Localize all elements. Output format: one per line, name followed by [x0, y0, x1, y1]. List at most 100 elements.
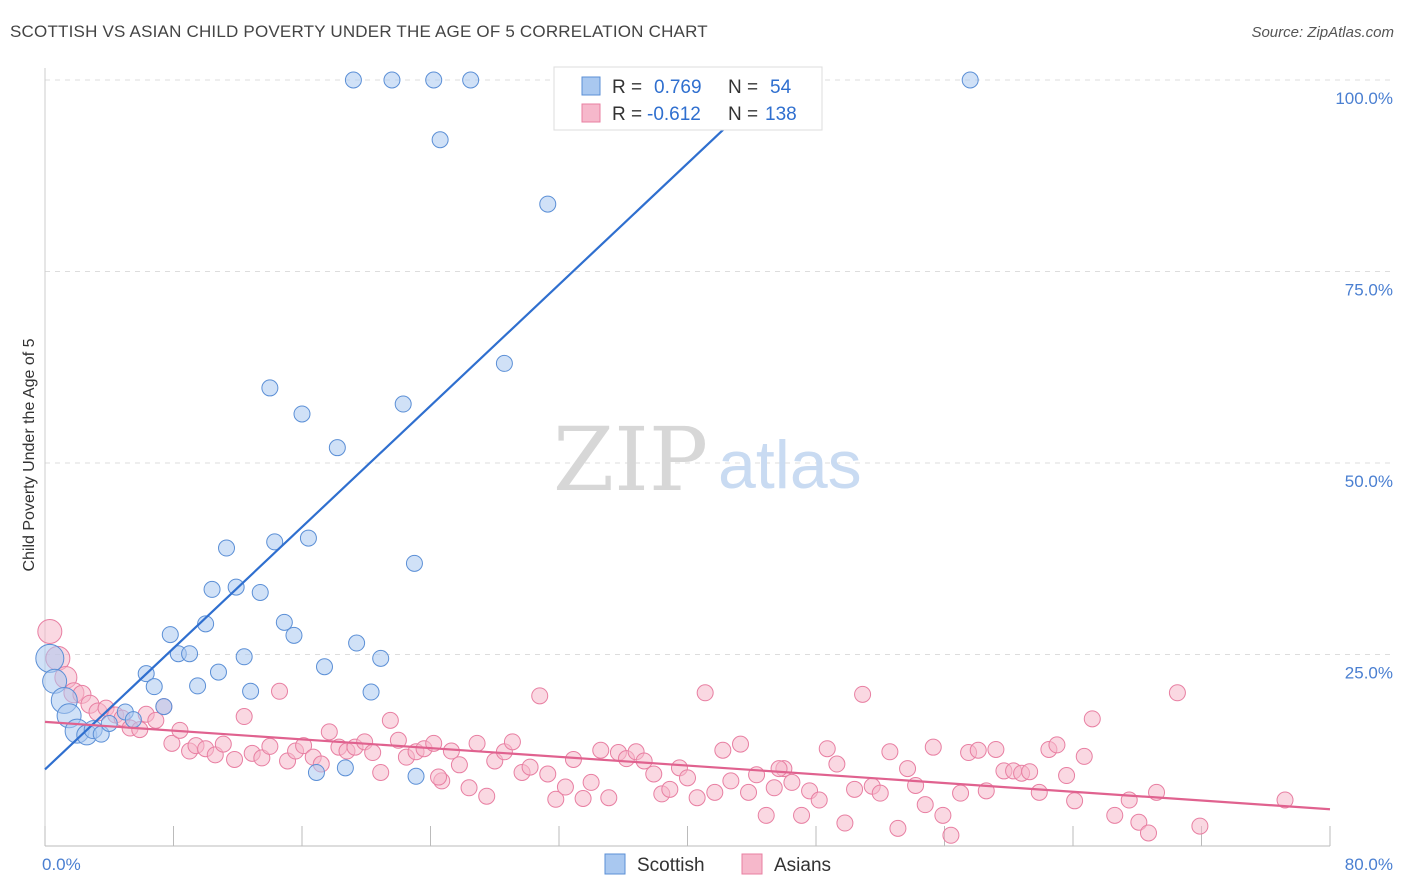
scottish-point [35, 643, 65, 673]
asian-point [1191, 817, 1209, 835]
asian-point [828, 755, 846, 773]
x-tick-label-min: 0.0% [42, 855, 81, 874]
legend-box: R = 0.769 N = 54 R = -0.612 N = 138 [553, 66, 823, 131]
asian-point [934, 806, 952, 824]
asian-point [556, 778, 574, 796]
legend-swatch-scottish [581, 76, 601, 96]
scottish-point [425, 71, 443, 89]
asian-point [320, 723, 338, 741]
asian-point [592, 741, 610, 759]
asian-point [430, 768, 448, 786]
asian-point [810, 791, 828, 809]
scottish-point [293, 405, 311, 423]
asian-point [1130, 813, 1148, 831]
asian-point [770, 760, 788, 778]
scottish-point [307, 763, 325, 781]
asian-point [987, 740, 1005, 758]
scottish-point [299, 529, 317, 547]
y-tick-labels: 25.0% 50.0% 75.0% 100.0% [1335, 89, 1393, 683]
asian-point [757, 806, 775, 824]
legend-swatch-asian [581, 103, 601, 123]
asian-points [37, 619, 1294, 844]
scottish-point [145, 678, 163, 696]
grid-lines [45, 79, 1395, 655]
asian-point [547, 790, 565, 808]
asian-point [706, 783, 724, 801]
asian-point [740, 783, 758, 801]
asian-trend-line [44, 720, 1331, 811]
legend-r-label-asian: R = [612, 104, 642, 125]
scottish-point [251, 583, 269, 601]
asian-point [871, 784, 889, 802]
bottom-legend-label-scottish: Scottish [637, 855, 705, 876]
scottish-point [197, 615, 215, 633]
asian-point [1083, 710, 1101, 728]
asian-point [783, 773, 801, 791]
asian-point [261, 737, 279, 755]
chart-title: SCOTTISH VS ASIAN CHILD POVERTY UNDER TH… [10, 22, 708, 41]
asian-point [1106, 806, 1124, 824]
y-axis-title: Child Poverty Under the Age of 5 [21, 338, 38, 571]
asian-point [679, 769, 696, 787]
scottish-point [383, 71, 401, 89]
asian-point [899, 760, 917, 778]
scottish-point [539, 195, 557, 213]
asian-point [564, 750, 582, 768]
scottish-point [227, 578, 245, 596]
asian-point [381, 711, 399, 729]
watermark-zip: ZIP [553, 408, 708, 511]
asian-point [854, 685, 872, 703]
asian-point [468, 734, 486, 752]
asian-point [836, 814, 854, 832]
asian-point [714, 741, 732, 759]
asian-point [645, 765, 663, 783]
scottish-point [462, 71, 480, 89]
asian-point [1021, 763, 1039, 781]
scottish-point [394, 395, 412, 413]
asian-point [574, 790, 592, 808]
scottish-point [328, 439, 346, 457]
asian-point [147, 711, 165, 729]
scottish-point [189, 677, 207, 695]
asian-point [214, 735, 232, 753]
bottom-legend-swatch-scottish [604, 853, 626, 875]
asian-point [253, 749, 271, 767]
scottish-point [161, 626, 179, 644]
scottish-point [209, 663, 227, 681]
asian-point [271, 682, 289, 700]
legend-r-value-scottish: 0.769 [654, 77, 702, 98]
asian-point [521, 758, 539, 776]
scottish-point [372, 649, 390, 667]
asian-point [916, 796, 934, 814]
asian-point [942, 826, 960, 844]
asian-point [924, 738, 942, 756]
asian-point [531, 687, 549, 705]
asian-point [163, 734, 181, 752]
asian-point [1048, 736, 1066, 754]
scottish-point [218, 539, 236, 557]
asian-point [688, 789, 706, 807]
bottom-legend: Scottish Asians [604, 853, 831, 876]
asian-point [582, 773, 600, 791]
x-tick-label-max: 80.0% [1345, 855, 1393, 874]
asian-point [952, 784, 970, 802]
legend-r-value-asian: -0.612 [647, 104, 701, 125]
scottish-point [407, 767, 425, 785]
asian-point [295, 737, 313, 755]
asian-point [1168, 684, 1186, 702]
asian-point [881, 743, 899, 761]
scottish-point [235, 648, 253, 666]
asian-point [235, 708, 253, 726]
asian-point [765, 779, 783, 797]
asian-point [1276, 791, 1294, 809]
asian-point [450, 756, 468, 774]
bottom-legend-swatch-asian [741, 853, 763, 875]
y-tick-label-50: 50.0% [1345, 472, 1393, 491]
asian-point [661, 780, 679, 798]
asian-point [364, 744, 382, 762]
asian-point [226, 750, 244, 768]
scottish-points [35, 71, 979, 785]
scottish-point [362, 683, 380, 701]
scottish-point [285, 626, 303, 644]
scottish-point [124, 711, 142, 729]
